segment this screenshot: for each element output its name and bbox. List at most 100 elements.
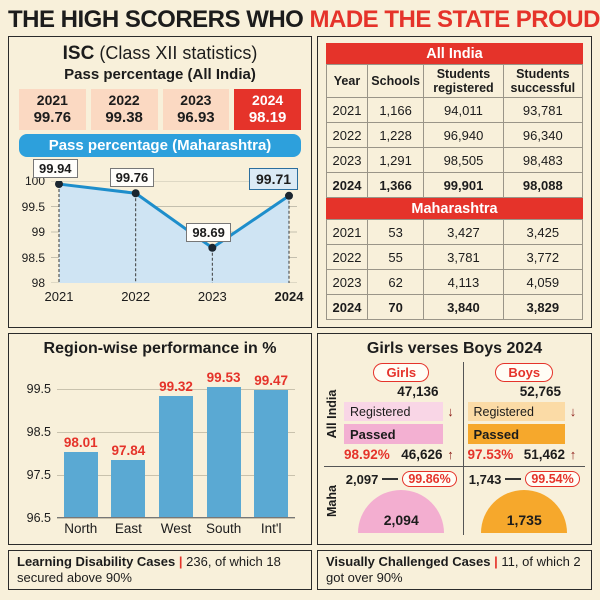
maha-girls-line: 2,097 99.86% [344,471,459,487]
boys-column: Boys 52,765 Registered ↓ Passed 97.53% 5… [462,362,586,466]
maha-boys-line: 1,743 99.54% [468,471,582,487]
year-value: 96.93 [177,109,215,126]
maha-vertical-label: Maha [324,466,340,535]
bar-x-label: West [160,521,192,536]
maha-x-label: 2024 [274,289,304,304]
table-cell: 1,228 [366,122,425,148]
maha-ytick: 98 [31,276,45,290]
year-box-2022: 2022 99.38 [90,89,158,130]
boys-pill-row: Boys [468,363,582,382]
note-body: 236, of which 18 secured above 90% [17,554,281,585]
note-text: Learning Disability Cases | 236, of whic… [17,554,303,586]
boys-registered-count: 52,765 [519,384,561,399]
table-cell: 1,166 [366,97,425,123]
bar-value-label: 99.32 [159,378,193,394]
maha-x-label: 2021 [44,289,74,304]
table-cell: 3,427 [423,219,504,245]
all-india-vertical-label: All India [324,362,340,466]
year-label: 2021 [36,92,68,108]
bar [206,386,241,517]
maharashtra-pass-banner: Pass percentage (Maharashtra) [19,134,301,157]
note-text: Visually Challenged Cases | 11, of which… [326,554,583,586]
table-cell: 2021 [326,97,368,123]
note-title: Learning Disability Cases [17,554,176,569]
table-cell: 62 [366,269,425,295]
bar [63,452,98,517]
boys-passed-row: Passed [467,424,582,444]
note-title: Visually Challenged Cases [326,554,491,569]
note-body: 11, of which 2 got over 90% [326,554,581,585]
year-box-2023: 2023 96.93 [162,89,230,130]
learning-disability-note: Learning Disability Cases | 236, of whic… [8,550,312,590]
girls-pass-percentage: 98.92% [344,447,390,462]
up-arrow-icon: ↑ [569,447,577,462]
table-cell: 96,940 [423,122,504,148]
column-header: Students registered [423,64,504,98]
page-title: THE HIGH SCORERS WHO MADE THE STATE PROU… [8,6,600,34]
connector-line [505,478,522,480]
table-cell: 70 [366,294,425,320]
bar-column-west: 99.32 [154,379,198,517]
registered-label: Registered [344,402,443,421]
bar-x-label: East [114,521,142,536]
year-box-2024-highlight: 2024 98.19 [234,89,301,130]
year-box-2021: 2021 99.76 [19,89,86,130]
boys-registered-row: Registered ↓ [467,402,582,421]
year-label: 2022 [108,92,140,108]
maha-boys-registered: 1,743 [468,471,502,487]
column-header: Year [326,64,368,98]
table-cell: 99,901 [423,172,504,198]
bar-x-axis: North East West South Int'l [57,521,295,536]
bar-ytick: 99.5 [26,382,51,397]
passed-label: Passed [467,424,565,444]
maha-line-chart: 100 99.5 99 98.5 98 2021 2022 2023 2024 … [17,159,303,309]
year-value: 98.19 [248,109,287,126]
registered-label: Registered [467,402,565,421]
table-row: 2024 1,366 99,901 98,088 [326,172,584,198]
girls-semicircle: 2,094 [358,490,445,533]
bar-value-label: 97.84 [111,442,146,458]
bar-value-label: 98.01 [63,435,98,451]
table-cell: 4,059 [502,269,584,295]
table-cell: 98,505 [423,147,504,173]
isc-stats-panel: ISC (Class XII statistics) Pass percenta… [8,36,312,328]
year-value: 99.76 [33,109,72,126]
table-header-row: Year Schools Students registered Student… [326,64,584,98]
table-cell: 1,291 [366,147,425,173]
isc-title-bold: ISC [62,43,95,64]
bar-x-label: North [64,521,98,536]
maha-point-label: 99.71 [249,167,299,190]
table-cell: 3,772 [502,244,584,270]
boys-pill: Boys [495,363,554,382]
bar-x-label: South [205,521,242,536]
maha-ytick: 99 [31,225,45,239]
maha-x-label: 2022 [121,289,151,304]
girls-boys-panel: Girls verses Boys 2024 All India Girls 4… [317,333,592,545]
down-arrow-icon: ↓ [569,404,577,419]
maharashtra-table: 2021 53 3,427 3,425 2022 55 3,781 3,772 … [326,219,584,320]
all-india-banner: All India [326,43,583,64]
girls-registered-count: 47,136 [397,384,439,399]
year-label: 2024 [252,92,284,108]
table-row: 2023 62 4,113 4,059 [326,269,584,295]
visually-challenged-note: Visually Challenged Cases | 11, of which… [317,550,592,590]
boys-passed-count: 51,462 [523,447,565,462]
statistics-tables-panel: All India Year Schools Students register… [317,36,592,328]
bar-column-east: 97.84 [106,442,150,517]
girls-pill-row: Girls [344,363,459,382]
table-cell: 94,011 [423,97,504,123]
up-arrow-icon: ↑ [447,447,454,462]
boys-semicircle: 1,735 [481,490,568,533]
gridline [57,389,295,391]
bar [111,459,146,517]
vertical-label-text: All India [325,389,339,439]
all-india-subtitle: Pass percentage (All India) [64,66,256,83]
all-india-table: Year Schools Students registered Student… [326,64,584,198]
table-cell: 3,425 [502,219,584,245]
page-title-black: THE HIGH SCORERS WHO [8,6,304,33]
boys-result-row: 97.53% 51,462 ↑ [468,447,582,462]
girls-passed-count: 46,626 [401,447,443,462]
table-cell: 2024 [326,172,368,198]
table-cell: 2024 [326,294,368,320]
table-cell: 3,781 [423,244,504,270]
